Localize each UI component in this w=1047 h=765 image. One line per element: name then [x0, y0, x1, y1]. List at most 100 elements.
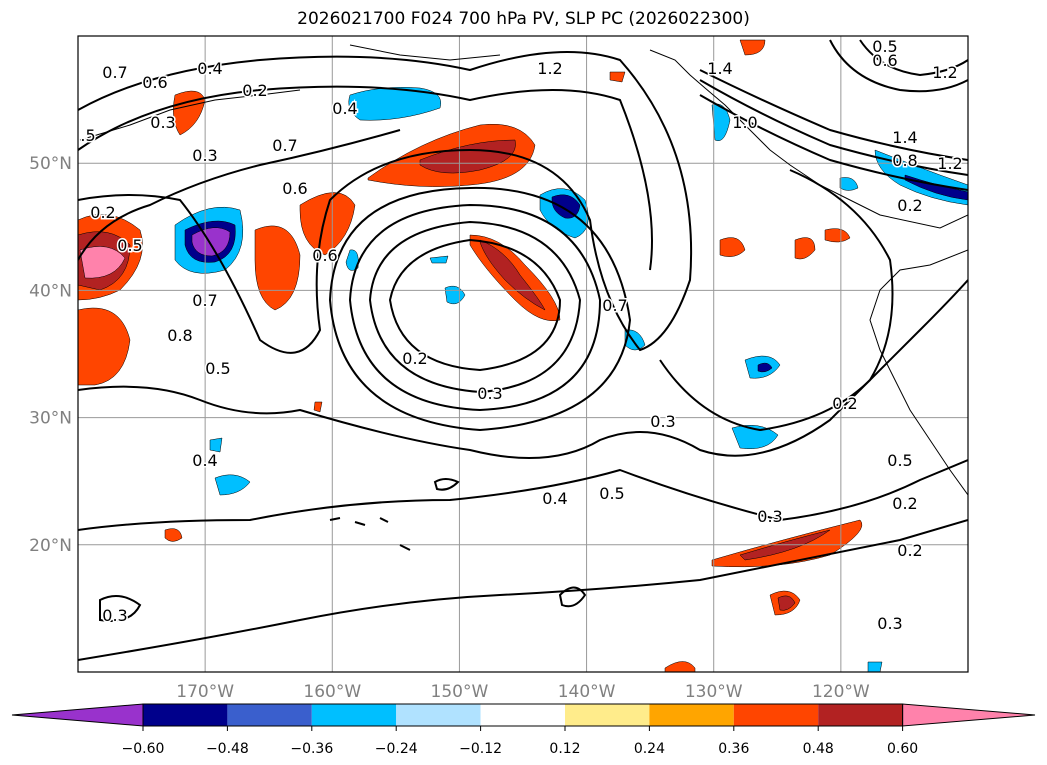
- colorbar-segment: [396, 704, 481, 726]
- colorbar-tick-label: 0.12: [549, 741, 580, 757]
- colorbar-segment: [227, 704, 312, 726]
- contour-label: 0.4: [192, 451, 217, 470]
- colorbar-segment: [733, 704, 819, 726]
- slp-contour: [78, 279, 968, 459]
- colorbar-extend-min: [11, 703, 144, 727]
- contour-label: 1.2: [937, 154, 962, 173]
- latitude-tick-label: 30°N: [29, 409, 72, 429]
- slp-contour: [78, 519, 968, 661]
- pv-anomaly-region: [479, 239, 546, 311]
- contour-label: 0.8: [167, 326, 192, 345]
- pv-anomaly-region: [78, 307, 131, 386]
- slp-contour: [829, 39, 968, 93]
- slp-contour: [99, 595, 142, 622]
- contour-label: 0.3: [877, 614, 902, 633]
- colorbar-segment: [143, 704, 228, 726]
- pv-anomaly-region: [711, 103, 731, 142]
- plot-title: 2026021700 F024 700 hPa PV, SLP PC (2026…: [297, 9, 750, 29]
- contour-label: 0.3: [192, 146, 217, 165]
- pv-anomaly-region: [209, 437, 223, 453]
- slp-contour: [659, 169, 894, 432]
- colorbar-segment: [649, 704, 734, 726]
- pv-anomaly-region: [609, 71, 626, 83]
- contour-label: 0.7: [102, 63, 127, 82]
- contour-label: 0.5: [117, 236, 142, 255]
- pv-anomaly-region: [867, 661, 883, 672]
- slp-contour: [78, 459, 968, 531]
- contour-label: 0.5: [887, 451, 912, 470]
- contour-label: 0.5: [205, 359, 230, 378]
- slp-contour: [558, 586, 587, 608]
- longitude-tick-label: 150°W: [431, 682, 489, 702]
- map-frame: [77, 35, 969, 673]
- contour-label: 0.5: [599, 484, 624, 503]
- longitude-tick-label: 160°W: [303, 682, 361, 702]
- coastline: [649, 49, 968, 496]
- pv-anomaly-region: [719, 237, 746, 257]
- colorbar-tick-label: 0.60: [887, 741, 918, 757]
- pv-anomaly-region: [313, 401, 323, 413]
- contour-label: 0.6: [142, 73, 167, 92]
- contour-label: 0.4: [197, 59, 222, 78]
- slp-contour: [78, 51, 693, 354]
- pv-anomaly-region: [173, 90, 206, 136]
- contour-label: 0.3: [102, 606, 127, 625]
- colorbar-tick-label: −0.60: [122, 741, 165, 757]
- pv-anomaly-region: [444, 285, 466, 305]
- pv-anomaly-region: [757, 362, 773, 373]
- pv-anomaly-region: [664, 661, 696, 672]
- slp-contour: [78, 85, 653, 271]
- colorbar-frame: [142, 703, 904, 727]
- hawaii-islands: [329, 517, 411, 551]
- slp-contour: [348, 203, 602, 412]
- colorbar-tick-label: −0.24: [375, 741, 418, 757]
- pv-anomaly-region: [794, 237, 816, 260]
- contour-label: 0.2: [832, 394, 857, 413]
- pv-anomaly-region: [731, 424, 779, 449]
- longitude-tick-label: 140°W: [558, 682, 616, 702]
- contour-label: 0.6: [312, 246, 337, 265]
- contour-label: 0.7: [602, 296, 627, 315]
- pv-anomaly-region: [79, 246, 126, 279]
- contour-label: 0.8: [892, 151, 917, 170]
- colorbar-tick-label: 0.48: [803, 741, 834, 757]
- contour-label: 0.3: [650, 412, 675, 431]
- latitude-tick-label: 40°N: [29, 281, 72, 301]
- slp-contour: [328, 186, 632, 432]
- coastline-alaska: [79, 44, 501, 141]
- colorbar-tick-label: −0.48: [206, 741, 249, 757]
- latitude-tick-label: 20°N: [29, 536, 72, 556]
- longitude-tick-label: 130°W: [685, 682, 743, 702]
- colorbar-segment: [818, 704, 903, 726]
- pv-anomaly-region: [429, 255, 449, 264]
- contour-label: 0.2: [90, 203, 115, 222]
- contour-label: .5: [80, 126, 95, 145]
- contour-label: 0.6: [282, 179, 307, 198]
- contour-label: 0.2: [402, 349, 427, 368]
- colorbar-tick-label: −0.36: [290, 741, 333, 757]
- contour-label: 1.2: [537, 59, 562, 78]
- contour-label: 0.5: [872, 37, 897, 56]
- pv-anomaly-region: [824, 228, 851, 243]
- contour-label: 0.2: [897, 196, 922, 215]
- contour-label: 0.4: [542, 489, 567, 508]
- pv-anomaly-region: [164, 528, 183, 542]
- contour-label: 1.4: [892, 128, 917, 147]
- contour-label: 1.4: [707, 59, 732, 78]
- contour-label: 0.3: [757, 507, 782, 526]
- pv-anomaly-region: [839, 177, 859, 191]
- contour-label: 0.4: [332, 99, 357, 118]
- contour-label: 1.0: [732, 113, 757, 132]
- contour-label: 0.6: [872, 51, 897, 70]
- pv-anomaly-region: [419, 139, 516, 174]
- contour-label: 0.2: [897, 541, 922, 560]
- slp-contour: [699, 69, 968, 191]
- latitude-tick-label: 50°N: [29, 154, 72, 174]
- pv-anomaly-region: [551, 194, 581, 219]
- pv-anomaly-region: [254, 225, 301, 311]
- slp-contour: [78, 129, 401, 261]
- colorbar-tick-label: 0.36: [718, 741, 749, 757]
- colorbar-segment: [311, 704, 397, 726]
